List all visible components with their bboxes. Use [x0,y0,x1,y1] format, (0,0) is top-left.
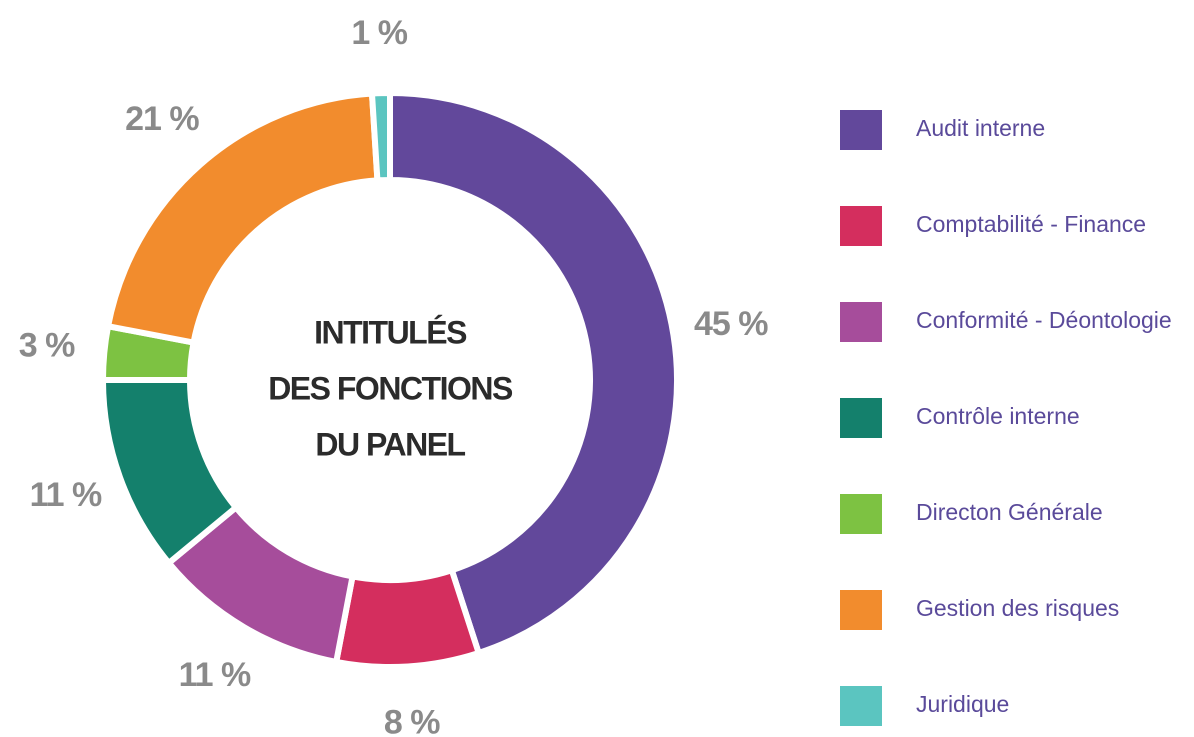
donut-slice [368,89,393,184]
donut-slice [387,89,680,657]
value-label: 45 % [694,305,768,343]
legend-label: Audit interne [916,115,1045,141]
value-label: 11 % [179,656,251,694]
donut-slice [332,566,483,670]
value-label: 21 % [125,100,199,138]
legend-label: Juridique [916,691,1009,717]
legend-swatch [840,110,882,150]
chart-title: INTITULÉS [314,314,467,350]
legend-swatch [840,494,882,534]
legend-swatch [840,398,882,438]
legend-label: Directon Générale [916,499,1103,525]
legend-label: Comptabilité - Finance [916,211,1146,237]
value-label: 11 % [30,476,102,514]
value-label: 3 % [19,327,75,365]
legend-swatch [840,686,882,726]
chart-title: DES FONCTIONS [268,370,513,406]
legend-label: Gestion des risques [916,595,1119,621]
legend-label: Contrôle interne [916,403,1080,429]
legend-label: Conformité - Déontologie [916,307,1172,333]
value-label: 8 % [384,703,440,737]
legend-swatch [840,590,882,630]
value-label: 1 % [351,14,407,52]
legend-swatch [840,302,882,342]
chart-title: DU PANEL [315,426,465,462]
legend-swatch [840,206,882,246]
